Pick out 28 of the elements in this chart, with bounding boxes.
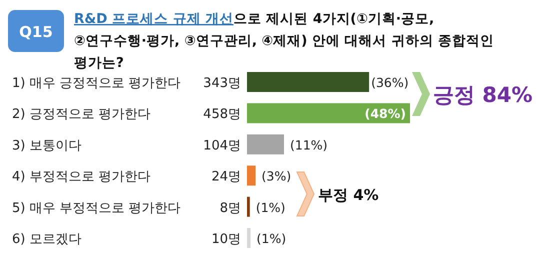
bar bbox=[247, 103, 410, 124]
bar bbox=[247, 166, 256, 186]
bar bbox=[247, 196, 250, 217]
y-tick-label: 4) 부정적으로 평가한다 bbox=[12, 170, 151, 185]
y-tick-label: 2) 긍정적으로 평가한다 bbox=[12, 107, 151, 122]
annotation: (1%) bbox=[256, 231, 286, 246]
data-label: 10명 bbox=[211, 232, 241, 247]
annotation: (3%) bbox=[262, 168, 292, 184]
y-tick-label: 3) 보통이다 bbox=[12, 138, 82, 154]
y-tick-label: 5) 매우 부정적으로 평가한다 bbox=[12, 200, 181, 216]
annotation: (36%) bbox=[371, 75, 409, 90]
y-tick-label: 1) 매우 긍정적으로 평가한다 bbox=[12, 76, 181, 91]
data-label: 343명 bbox=[203, 76, 241, 91]
text: 긍정 84% bbox=[433, 83, 533, 107]
y-tick-label: 6) 모르겠다 bbox=[12, 232, 82, 247]
bar bbox=[247, 228, 251, 248]
annotation: 부정 4% bbox=[318, 186, 379, 204]
annotation: (48%) bbox=[364, 106, 406, 122]
bar bbox=[247, 134, 284, 154]
data-label: 24명 bbox=[211, 170, 241, 185]
data-label: 8명 bbox=[220, 200, 241, 216]
data-label: 458명 bbox=[203, 107, 241, 122]
bar bbox=[247, 72, 370, 92]
annotation: (1%) bbox=[256, 200, 286, 215]
text: Q15 bbox=[19, 23, 53, 41]
chart-title: R&D 프로세스 규제 개선으로 제시된 4가지(①기획·공모, ②연구수행·평가, ③연구관리, ④제재) 안에 대해서 귀하의 종합적인 평가는? bbox=[74, 11, 494, 71]
data-label: 104명 bbox=[203, 138, 241, 154]
annotation: (11%) bbox=[290, 137, 328, 152]
